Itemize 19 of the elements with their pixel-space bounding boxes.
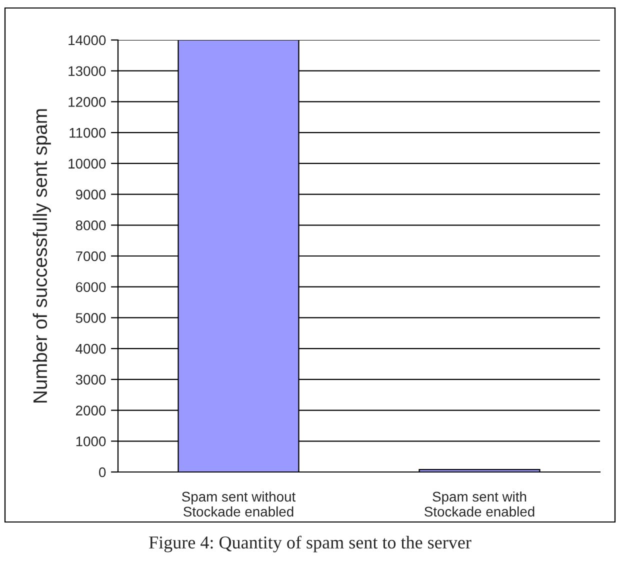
y-tick-label: 13000 [68, 66, 106, 76]
y-tick-label: 5000 [76, 313, 106, 323]
y-tick-label: 8000 [76, 220, 106, 230]
y-tick-label: 7000 [76, 251, 106, 262]
y-tick-label: 10000 [68, 158, 106, 169]
y-tick-label: 4000 [76, 344, 106, 354]
caption: Figure 4: Quantity of spam sent to the server [149, 536, 472, 552]
x-tick-label: Spam sent without Stockade enabled [182, 491, 296, 517]
y-tick-label: 3000 [76, 374, 106, 385]
y-tick-label: 9000 [76, 190, 106, 200]
y-tick-label: 2000 [76, 406, 106, 416]
y-tick-label: 6000 [76, 282, 106, 292]
y-axis-title: Number of successfully sent spam [32, 109, 51, 402]
y-tick-label: 0 [99, 467, 106, 478]
y-tick-label: 1000 [76, 436, 106, 446]
y-tick-label: 14000 [68, 35, 106, 46]
y-tick-label: 12000 [68, 97, 106, 107]
x-tick-label: Spam sent with Stockade enabled [424, 491, 534, 517]
y-tick-label: 11000 [70, 128, 106, 138]
